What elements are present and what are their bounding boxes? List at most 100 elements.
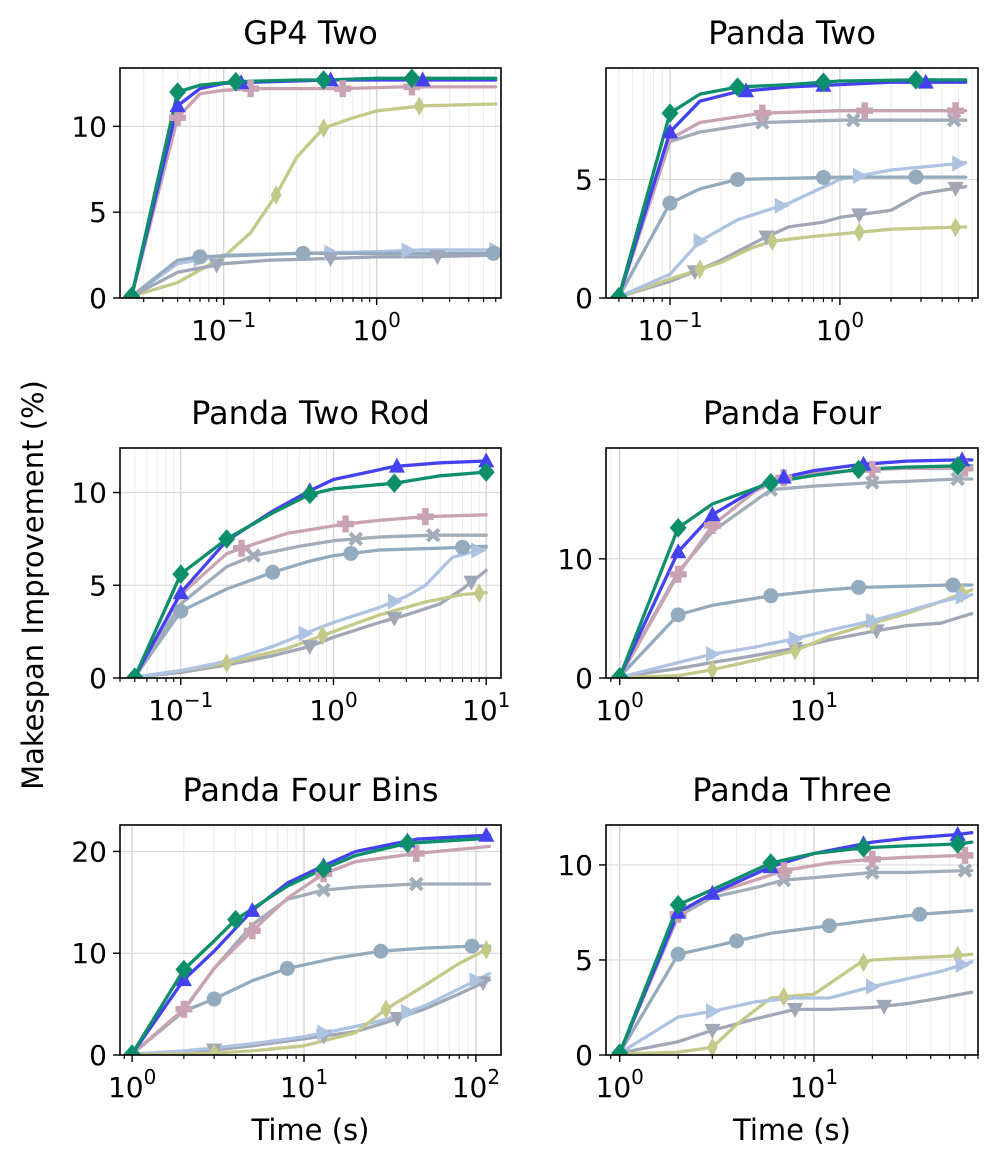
series-marker-lightblue bbox=[693, 233, 709, 250]
subplot-title: Panda Four Bins bbox=[182, 771, 438, 809]
series-marker-teal bbox=[669, 518, 687, 538]
series-group bbox=[610, 70, 968, 298]
series-line-grayx bbox=[133, 533, 488, 678]
axes-frame bbox=[119, 67, 502, 299]
series-marker-grayx bbox=[316, 882, 331, 898]
series-marker-grayx bbox=[950, 471, 965, 487]
series-marker-lightblue bbox=[401, 242, 417, 259]
series-marker-blue bbox=[414, 71, 431, 87]
y-tick-label: 20 bbox=[71, 835, 107, 868]
series-marker-olive bbox=[317, 625, 329, 646]
grid bbox=[120, 825, 501, 1055]
series-marker-lightblue bbox=[469, 972, 485, 989]
series-marker-teal bbox=[661, 103, 679, 123]
series-marker-olive bbox=[318, 118, 330, 138]
series-marker-slate bbox=[876, 999, 893, 1015]
series-marker-olive bbox=[766, 231, 778, 251]
series-line-steel bbox=[130, 944, 492, 1055]
series-marker-pink bbox=[175, 1000, 193, 1018]
series-marker-steel bbox=[373, 943, 389, 959]
subplot-2: Panda Two 0 5 10−1 100 bbox=[575, 14, 979, 347]
series-line-blue bbox=[618, 458, 974, 678]
x-tick-label: 10−1 bbox=[148, 688, 213, 727]
subplot-title: GP4 Two bbox=[243, 14, 378, 52]
series-marker-grayx bbox=[957, 863, 973, 878]
series-marker-olive bbox=[694, 259, 706, 280]
series-marker-pink bbox=[775, 862, 793, 880]
series-line-steel bbox=[618, 583, 974, 678]
series-marker-blue bbox=[737, 82, 755, 98]
y-tick-label: 10 bbox=[557, 849, 593, 882]
series-line-blue bbox=[130, 833, 492, 1055]
series-marker-steel bbox=[821, 918, 837, 934]
series-marker-teal bbox=[949, 456, 967, 476]
series-group bbox=[123, 68, 501, 298]
series-marker-steel bbox=[485, 245, 501, 261]
x-tick-label: 100 bbox=[596, 688, 644, 727]
series-line-steel bbox=[618, 908, 974, 1055]
y-tick-label: 10 bbox=[71, 937, 107, 970]
series-line-blue bbox=[129, 78, 498, 298]
series-marker-blue bbox=[775, 468, 792, 484]
series-line-pink bbox=[133, 513, 488, 678]
series-line-teal bbox=[129, 76, 498, 298]
x-tick-label: 100 bbox=[108, 1065, 156, 1104]
series-marker-lightblue bbox=[774, 197, 790, 214]
series-marker-lightblue bbox=[852, 167, 868, 184]
series-marker-blue bbox=[478, 826, 495, 842]
y-tick-label: 0 bbox=[575, 282, 593, 315]
series-marker-olive bbox=[853, 222, 865, 242]
series-marker-lightblue bbox=[401, 1003, 416, 1020]
series-marker-slate bbox=[851, 208, 868, 224]
series-marker-pink bbox=[956, 459, 974, 477]
series-marker-pink bbox=[856, 102, 874, 120]
series-marker-teal bbox=[399, 833, 416, 854]
x-tick-label: 101 bbox=[462, 688, 510, 727]
y-tick-label: 5 bbox=[89, 569, 107, 602]
series-marker-slate bbox=[787, 1003, 804, 1018]
series-group bbox=[611, 451, 974, 678]
series-marker-steel bbox=[173, 603, 189, 619]
series-marker-lightblue bbox=[706, 1003, 721, 1020]
series-marker-grayx bbox=[865, 475, 880, 490]
series-marker-blue bbox=[244, 902, 261, 917]
axes-frame bbox=[119, 447, 502, 679]
series-marker-blue bbox=[388, 457, 405, 473]
series-line-lightblue bbox=[618, 592, 974, 678]
series-marker-steel bbox=[670, 607, 686, 623]
series-line-teal bbox=[130, 836, 492, 1055]
series-marker-olive bbox=[789, 640, 801, 661]
x-tick-label: 101 bbox=[790, 1065, 838, 1104]
series-line-slate bbox=[618, 990, 974, 1055]
series-marker-olive bbox=[473, 583, 485, 603]
series-marker-teal bbox=[126, 667, 144, 678]
series-marker-lightblue bbox=[788, 630, 804, 647]
series-marker-olive bbox=[208, 1043, 220, 1055]
series-marker-olive bbox=[706, 659, 718, 678]
series-line-olive bbox=[618, 952, 974, 1055]
series-marker-grayx bbox=[755, 115, 770, 130]
series-marker-pink bbox=[243, 922, 261, 940]
series-marker-olive bbox=[778, 987, 790, 1007]
series-line-lightblue bbox=[617, 161, 968, 298]
axes-frame bbox=[605, 824, 979, 1056]
series-marker-lightblue bbox=[955, 588, 971, 605]
series-marker-steel bbox=[851, 579, 867, 595]
series-marker-lightblue bbox=[865, 612, 881, 629]
series-marker-lightblue bbox=[955, 956, 971, 973]
series-marker-teal bbox=[385, 473, 403, 493]
series-line-teal bbox=[617, 78, 968, 298]
series-marker-steel bbox=[670, 946, 686, 962]
grid bbox=[606, 68, 978, 298]
subplot-title: Panda Four bbox=[703, 394, 882, 432]
series-marker-blue bbox=[478, 452, 495, 468]
y-tick-label: 0 bbox=[89, 282, 107, 315]
series-line-blue bbox=[617, 80, 968, 298]
series-line-pink bbox=[130, 844, 492, 1055]
series-marker-steel bbox=[662, 195, 678, 211]
grid bbox=[606, 825, 978, 1055]
series-marker-pink bbox=[863, 850, 881, 868]
x-tick-label: 10−1 bbox=[191, 308, 256, 347]
series-marker-teal bbox=[315, 859, 333, 879]
series-marker-teal bbox=[762, 472, 780, 493]
